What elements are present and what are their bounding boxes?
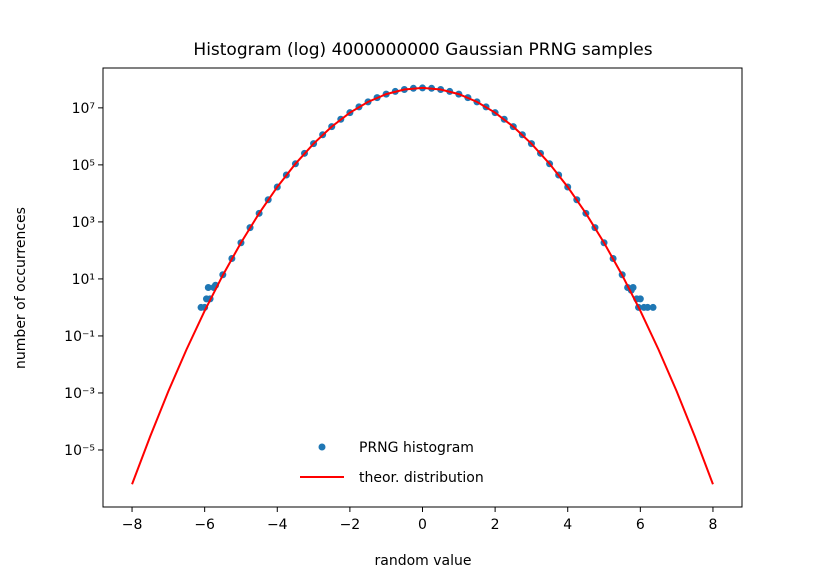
y-tick-label: 10⁷ [72,101,95,117]
y-tick-label: 10⁻⁵ [64,443,95,459]
y-tick-label: 10¹ [72,272,95,288]
y-tick-label: 10⁻¹ [64,329,95,345]
legend-marker [318,443,326,451]
data-point [649,303,657,311]
data-point [629,284,637,291]
y-tick-label: 10⁵ [72,158,95,174]
y-tick-label: 10³ [72,215,95,231]
data-line [131,86,714,485]
legend-label: theor. distribution [359,470,484,486]
data-point [204,284,212,291]
x-axis-label: random value [375,553,472,569]
plot-area [131,84,714,485]
x-tick-label: −4 [267,517,288,533]
chart-title: Histogram (log) 4000000000 Gaussian PRNG… [193,40,652,60]
data-point [644,303,652,311]
legend-label: PRNG histogram [359,440,474,456]
x-tick-label: −8 [122,517,143,533]
axes-frame [102,67,743,508]
x-tick-label: 4 [563,517,572,533]
y-tick-label: 10⁻³ [64,386,95,402]
x-tick-label: 0 [418,517,427,533]
x-tick-label: 8 [708,517,717,533]
x-tick-label: 6 [636,517,645,533]
x-tick-label: −6 [194,517,215,533]
data-point [636,295,644,303]
x-tick-label: 2 [491,517,500,533]
x-tick-label: −2 [340,517,361,533]
y-axis-label: number of occurrences [13,207,29,369]
